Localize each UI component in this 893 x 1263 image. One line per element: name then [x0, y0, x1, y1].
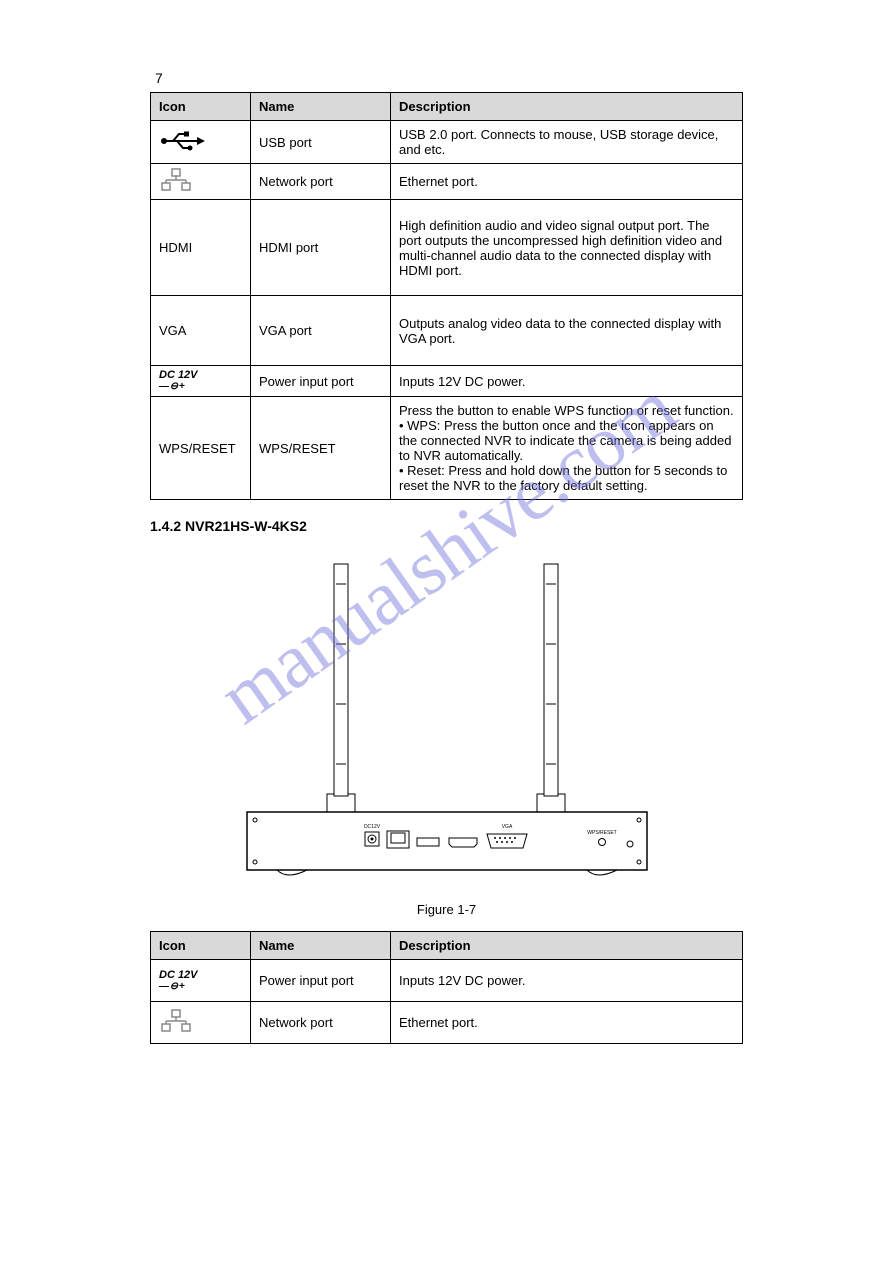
spec-table-1: Icon Name Description [150, 92, 743, 500]
icon-cell: DC 12V— ⊖ + [151, 366, 251, 397]
icon-cell: VGA [151, 296, 251, 366]
name-cell: WPS/RESET [251, 397, 391, 500]
rear-panel-diagram-wrap: DC12V VGA WPS/RESET [150, 544, 743, 884]
desc-cell: Ethernet port. [391, 164, 743, 200]
name-cell: Network port [251, 164, 391, 200]
col-header-desc: Description [391, 932, 743, 960]
col-header-desc: Description [391, 93, 743, 121]
table-row: Network port Ethernet port. [151, 1002, 743, 1044]
desc-cell: Outputs analog video data to the connect… [391, 296, 743, 366]
page: manualshive.com 7 Icon Name Description [0, 0, 893, 1104]
desc-cell: Ethernet port. [391, 1002, 743, 1044]
name-cell: Power input port [251, 960, 391, 1002]
col-header-icon: Icon [151, 932, 251, 960]
antenna-right [537, 564, 565, 818]
page-number: 7 [155, 70, 163, 86]
rear-panel-diagram: DC12V VGA WPS/RESET [217, 544, 677, 884]
port-usb [417, 838, 439, 846]
table-header-row: Icon Name Description [151, 93, 743, 121]
port-hdmi [449, 838, 477, 847]
desc-cell: USB 2.0 port. Connects to mouse, USB sto… [391, 121, 743, 164]
figure-label: Figure 1-7 [150, 902, 743, 917]
antenna-left [327, 564, 355, 818]
usb-icon [159, 130, 205, 152]
desc-cell: Press the button to enable WPS function … [391, 397, 743, 500]
dc12v-icon: DC 12V— ⊖ + [159, 970, 242, 992]
desc-cell: Inputs 12V DC power. [391, 960, 743, 1002]
icon-cell [151, 1002, 251, 1044]
table-row: HDMI HDMI port High definition audio and… [151, 200, 743, 296]
table-row: DC 12V— ⊖ + Power input port Inputs 12V … [151, 366, 743, 397]
name-cell: HDMI port [251, 200, 391, 296]
section-heading: 1.4.2 NVR21HS-W-4KS2 [150, 518, 743, 534]
port-network [387, 831, 409, 848]
table-row: Network port Ethernet port. [151, 164, 743, 200]
network-icon [159, 1009, 193, 1033]
table-row: USB port USB 2.0 port. Connects to mouse… [151, 121, 743, 164]
col-header-name: Name [251, 93, 391, 121]
table-row: VGA VGA port Outputs analog video data t… [151, 296, 743, 366]
port-label-vga: VGA [501, 824, 512, 830]
network-icon [159, 168, 193, 192]
table-header-row: Icon Name Description [151, 932, 743, 960]
table-row: WPS/RESET WPS/RESET Press the button to … [151, 397, 743, 500]
icon-cell: WPS/RESET [151, 397, 251, 500]
name-cell: USB port [251, 121, 391, 164]
table-row: DC 12V— ⊖ + Power input port Inputs 12V … [151, 960, 743, 1002]
icon-cell [151, 121, 251, 164]
name-cell: Network port [251, 1002, 391, 1044]
icon-cell: HDMI [151, 200, 251, 296]
col-header-name: Name [251, 932, 391, 960]
spec-table-2: Icon Name Description DC 12V— ⊖ + Power … [150, 931, 743, 1044]
name-cell: Power input port [251, 366, 391, 397]
col-header-icon: Icon [151, 93, 251, 121]
icon-cell: DC 12V— ⊖ + [151, 960, 251, 1002]
dc12v-icon: DC 12V— ⊖ + [159, 370, 242, 392]
desc-cell: High definition audio and video signal o… [391, 200, 743, 296]
desc-cell: Inputs 12V DC power. [391, 366, 743, 397]
name-cell: VGA port [251, 296, 391, 366]
icon-cell [151, 164, 251, 200]
port-label-wps: WPS/RESET [587, 830, 616, 836]
device-body [247, 812, 647, 870]
port-label-dc12v: DC12V [363, 824, 380, 830]
